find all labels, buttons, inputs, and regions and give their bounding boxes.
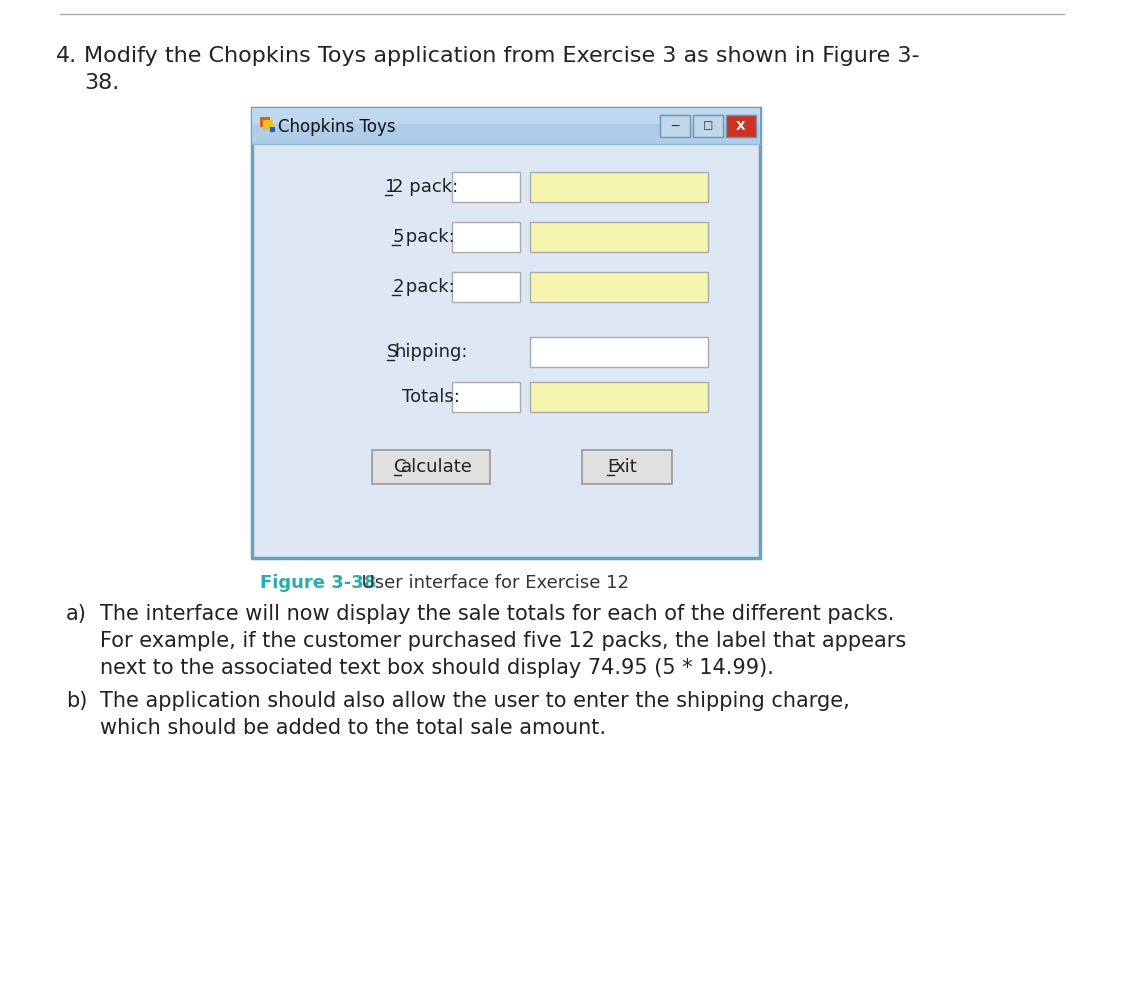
Bar <box>372 450 490 484</box>
Text: S: S <box>387 343 398 361</box>
Text: 2: 2 <box>392 278 404 296</box>
Text: For example, if the customer purchased five 12 packs, the label that appears: For example, if the customer purchased f… <box>100 631 906 651</box>
Text: 1: 1 <box>384 178 396 196</box>
Bar <box>660 115 690 137</box>
Text: Figure 3-38: Figure 3-38 <box>260 574 377 592</box>
Bar <box>694 115 723 137</box>
Bar <box>252 108 760 124</box>
Text: next to the associated text box should display 74.95 (5 * 14.99).: next to the associated text box should d… <box>100 658 774 678</box>
Bar <box>260 117 270 127</box>
Bar <box>531 337 708 367</box>
Text: C: C <box>395 458 407 476</box>
Text: User interface for Exercise 12: User interface for Exercise 12 <box>350 574 629 592</box>
Bar <box>263 120 273 130</box>
Bar <box>452 222 520 252</box>
Bar <box>270 127 275 132</box>
Text: b): b) <box>66 691 88 711</box>
Text: E: E <box>607 458 618 476</box>
Bar <box>452 172 520 202</box>
Text: a): a) <box>66 604 87 624</box>
Text: xit: xit <box>614 458 637 476</box>
Bar <box>531 272 708 302</box>
Text: ◻: ◻ <box>702 119 714 132</box>
Text: 5: 5 <box>392 228 404 246</box>
Text: ─: ─ <box>671 119 679 132</box>
Text: 38.: 38. <box>84 73 119 93</box>
Bar <box>531 222 708 252</box>
Bar <box>726 115 756 137</box>
Text: pack:: pack: <box>400 228 454 246</box>
Text: Totals:: Totals: <box>402 388 460 406</box>
Bar <box>452 272 520 302</box>
Text: X: X <box>736 119 746 132</box>
Bar <box>531 382 708 412</box>
Text: pack:: pack: <box>400 278 454 296</box>
Text: 4.: 4. <box>56 46 78 66</box>
Text: 2 pack:: 2 pack: <box>392 178 459 196</box>
Text: Modify the Chopkins Toys application from Exercise 3 as shown in Figure 3-: Modify the Chopkins Toys application fro… <box>84 46 919 66</box>
Bar <box>531 172 708 202</box>
Text: which should be added to the total sale amount.: which should be added to the total sale … <box>100 718 606 738</box>
Text: alculate: alculate <box>401 458 473 476</box>
Text: hipping:: hipping: <box>395 343 468 361</box>
Bar <box>452 382 520 412</box>
Bar <box>582 450 672 484</box>
Text: The interface will now display the sale totals for each of the different packs.: The interface will now display the sale … <box>100 604 895 624</box>
Text: The application should also allow the user to enter the shipping charge,: The application should also allow the us… <box>100 691 850 711</box>
Bar <box>252 108 760 558</box>
Text: Chopkins Toys: Chopkins Toys <box>278 118 396 136</box>
Bar <box>252 108 760 144</box>
